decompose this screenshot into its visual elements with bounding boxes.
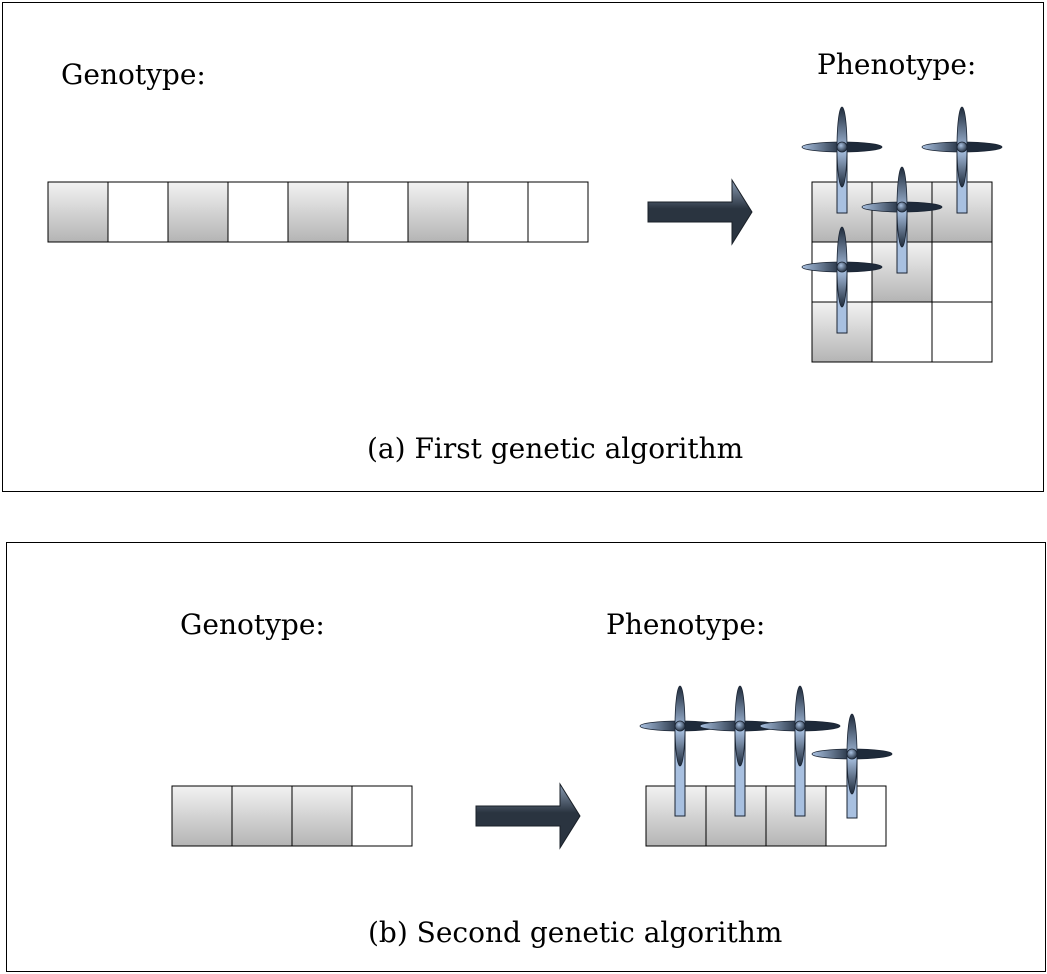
genotype-cell (351, 785, 413, 847)
arrows-layer (475, 178, 753, 850)
genotype-cell (347, 181, 409, 243)
phenotype-cell (871, 301, 933, 363)
genotype-cell (107, 181, 169, 243)
caption: (a) First genetic algorithm (367, 432, 744, 465)
wind-turbine-icon (699, 685, 781, 817)
genotype-cell (171, 785, 233, 847)
genotype-cell (287, 181, 349, 243)
genotype-cell (467, 181, 529, 243)
arrow-genotype-to-phenotype (475, 782, 581, 850)
turbines-layer (639, 106, 1003, 819)
caption: (b) Second genetic algorithm (368, 916, 783, 949)
phenotype-cell (931, 241, 993, 303)
phenotype-label: Phenotype: (606, 608, 766, 641)
genotype-cell (167, 181, 229, 243)
genotype-label: Genotype: (180, 608, 325, 641)
genotype-cell (291, 785, 353, 847)
phenotype-label: Phenotype: (817, 48, 977, 81)
phenotype-cell (931, 301, 993, 363)
genotype-cell (47, 181, 109, 243)
arrow-genotype-to-phenotype (647, 178, 753, 246)
wind-turbine-icon (921, 106, 1003, 214)
wind-turbine-icon (801, 226, 883, 334)
genotype-cell (407, 181, 469, 243)
genotype-cell (527, 181, 589, 243)
genotype-label: Genotype: (61, 58, 206, 91)
wind-turbine-icon (811, 713, 893, 819)
genotype-cell (231, 785, 293, 847)
wind-turbine-icon (861, 166, 943, 274)
wind-turbine-icon (759, 685, 841, 817)
genotype-cell (227, 181, 289, 243)
wind-turbine-icon (801, 106, 883, 214)
